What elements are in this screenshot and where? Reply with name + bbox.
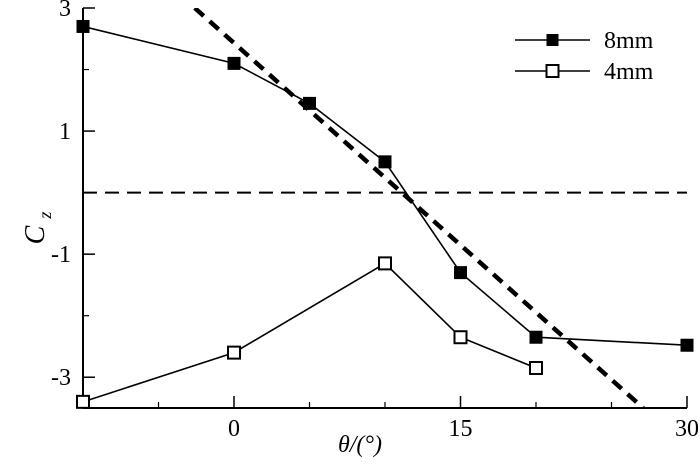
data-point-4mm bbox=[529, 361, 543, 375]
x-axis-label: θ/(°) bbox=[338, 432, 382, 458]
x-tick-label: 30 bbox=[675, 416, 699, 442]
data-point-8mm bbox=[680, 338, 694, 352]
y-tick-label: -1 bbox=[51, 242, 71, 268]
legend-marker-8mm bbox=[546, 34, 559, 46]
y-tick-label: 1 bbox=[59, 119, 71, 145]
x-tick-label: 0 bbox=[228, 416, 240, 442]
data-point-8mm bbox=[529, 330, 543, 344]
data-point-4mm bbox=[453, 330, 468, 345]
series-line-8mm bbox=[82, 25, 688, 347]
legend-marker-4mm bbox=[545, 64, 560, 78]
legend-label-8mm: 8mm bbox=[604, 28, 654, 54]
trend-line bbox=[193, 8, 645, 408]
reference-lines-layer bbox=[83, 8, 687, 408]
data-point-4mm bbox=[76, 394, 90, 409]
legend-label-4mm: 4mm bbox=[604, 59, 654, 85]
data-point-4mm bbox=[378, 256, 392, 271]
data-point-8mm bbox=[378, 155, 392, 169]
y-tick-label: 3 bbox=[59, 0, 71, 22]
data-point-4mm bbox=[227, 345, 241, 360]
data-point-8mm bbox=[454, 266, 467, 280]
y-axis-label: C z bbox=[20, 212, 55, 245]
data-point-8mm bbox=[303, 96, 316, 110]
x-tick-label: 15 bbox=[449, 416, 473, 442]
y-tick-label: -3 bbox=[51, 365, 71, 391]
series-line-4mm bbox=[82, 262, 537, 403]
y-axis-label-main: C bbox=[20, 225, 51, 244]
series-layer bbox=[76, 19, 694, 409]
data-point-8mm bbox=[227, 56, 241, 70]
axes-layer: 0 15 30 3 1 -1 -3 bbox=[51, 0, 699, 442]
y-axis-label-subscript: z bbox=[35, 212, 55, 220]
data-point-8mm bbox=[76, 19, 90, 33]
